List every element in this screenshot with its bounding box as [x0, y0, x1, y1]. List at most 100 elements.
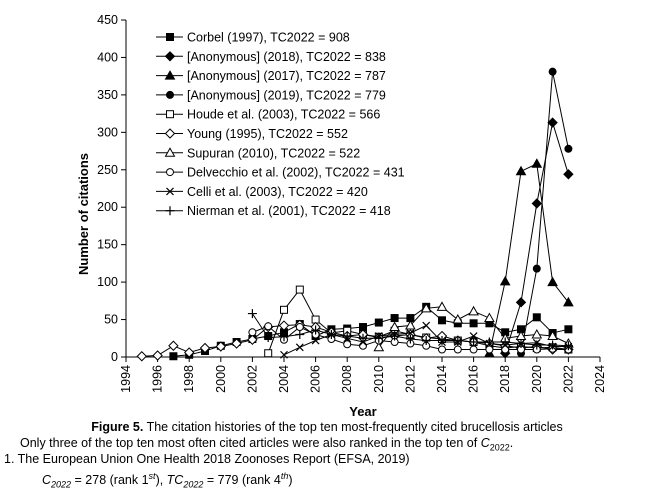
data-point [563, 296, 574, 307]
x-tick-label: 2000 [214, 365, 228, 393]
data-point [215, 341, 227, 352]
data-point [484, 337, 494, 347]
data-point [280, 305, 288, 314]
y-tick-label: 150 [97, 238, 118, 252]
data-point [469, 337, 479, 347]
legend-entry: Young (1995), TC2022 = 552 [156, 127, 348, 141]
rank-c-sub: 2022 [51, 479, 72, 490]
y-axis-title: Number of citations [76, 153, 91, 275]
data-point [436, 301, 448, 311]
data-point [295, 323, 304, 332]
x-tick-label: 2016 [467, 365, 481, 393]
data-point [421, 336, 431, 346]
x-tick-label: 2018 [498, 365, 512, 393]
data-point [515, 165, 527, 176]
legend-entry: [Anonymous] (2019), TC2022 = 779 [156, 88, 386, 102]
data-point [166, 168, 174, 177]
y-tick-label: 450 [97, 13, 118, 27]
legend-entry: Supuran (2010), TC2022 = 522 [156, 146, 360, 160]
data-point [247, 334, 258, 345]
legend-label: Delvecchio et al. (2002), TC2022 = 431 [187, 166, 405, 180]
x-tick-label: 2010 [372, 365, 386, 393]
rank-tc-sup: th [280, 471, 289, 481]
data-point [438, 316, 446, 325]
series-line [520, 71, 569, 354]
x-tick-label: 2006 [309, 365, 323, 393]
data-point [405, 320, 416, 330]
legend-label: Corbel (1997), TC2022 = 908 [187, 31, 350, 45]
data-point [263, 333, 273, 343]
legend-entry: Nierman et al. (2001), TC2022 = 418 [156, 204, 391, 218]
legend-label: [Anonymous] (2019), TC2022 = 779 [187, 88, 386, 102]
legend-entry: Houde et al. (2003), TC2022 = 566 [156, 108, 380, 122]
data-point [547, 330, 558, 341]
data-point [326, 330, 336, 340]
data-point [248, 328, 257, 337]
data-point [531, 198, 543, 209]
x-tick-label: 1994 [119, 365, 133, 393]
data-point [295, 343, 304, 352]
x-tick-label: 2004 [277, 365, 291, 393]
data-point [563, 169, 574, 180]
series-4 [264, 285, 573, 358]
rank-end: ) [288, 473, 293, 488]
data-point [469, 319, 478, 328]
legend-label: Celli et al. (2003), TC2022 = 420 [187, 185, 368, 199]
rank-tc-sub: 2022 [183, 479, 204, 490]
data-point [374, 333, 384, 343]
data-point [166, 90, 174, 99]
x-tick-label: 2008 [340, 365, 354, 393]
rank-tc-val: = 779 (rank 4 [203, 473, 281, 488]
data-point [564, 325, 573, 334]
x-tick-label: 2002 [245, 365, 259, 393]
data-point [532, 340, 542, 350]
data-point [563, 341, 573, 351]
data-point [311, 336, 320, 345]
y-tick-label: 50 [104, 313, 118, 327]
data-point [166, 110, 174, 119]
legend-label: [Anonymous] (2017), TC2022 = 787 [187, 69, 386, 83]
data-point [183, 347, 195, 358]
data-point [531, 329, 543, 339]
x-tick-label: 2022 [561, 365, 575, 393]
series-2 [484, 158, 574, 358]
data-point [390, 331, 400, 341]
data-point [453, 336, 463, 346]
series-9 [247, 309, 573, 351]
x-axis-title: Year [349, 404, 376, 419]
figure-caption-text: The citation histories of the top ten mo… [143, 420, 563, 434]
data-point [358, 333, 368, 343]
data-point [548, 340, 558, 350]
data-point [515, 297, 527, 308]
data-point [422, 321, 431, 330]
data-point [390, 314, 399, 323]
caption-note-text: Only three of the top ten most often cit… [20, 436, 481, 450]
caption-note-end: . [509, 436, 514, 450]
data-point [264, 349, 273, 358]
caption-ranks: C2022 = 278 (rank 1st), TC2022 = 779 (ra… [42, 469, 642, 493]
data-point [295, 330, 305, 340]
legend: Corbel (1997), TC2022 = 908 [Anonymous] (… [156, 31, 405, 218]
legend-entry: Celli et al. (2003), TC2022 = 420 [156, 185, 368, 199]
data-point [164, 147, 176, 157]
data-point [166, 187, 174, 196]
data-point [438, 345, 446, 354]
caption-note-sub: 2022 [489, 442, 510, 453]
x-tick-label: 2014 [435, 365, 449, 393]
data-point [452, 314, 464, 324]
data-point [469, 345, 478, 354]
data-point [164, 128, 176, 139]
rank-c-sup: st [148, 471, 156, 481]
legend-entry: [Anonymous] (2018), TC2022 = 838 [156, 50, 386, 64]
figure-label: Figure 5. [91, 420, 144, 434]
data-point [532, 264, 541, 273]
x-tick-label: 1998 [182, 365, 196, 393]
data-point [531, 158, 543, 168]
data-point [485, 345, 494, 354]
data-point [231, 338, 242, 349]
legend-entry: Delvecchio et al. (2002), TC2022 = 431 [156, 166, 405, 180]
data-point [406, 329, 415, 337]
data-point [500, 337, 510, 347]
data-point [389, 321, 400, 332]
x-tick-label: 1996 [151, 365, 165, 393]
